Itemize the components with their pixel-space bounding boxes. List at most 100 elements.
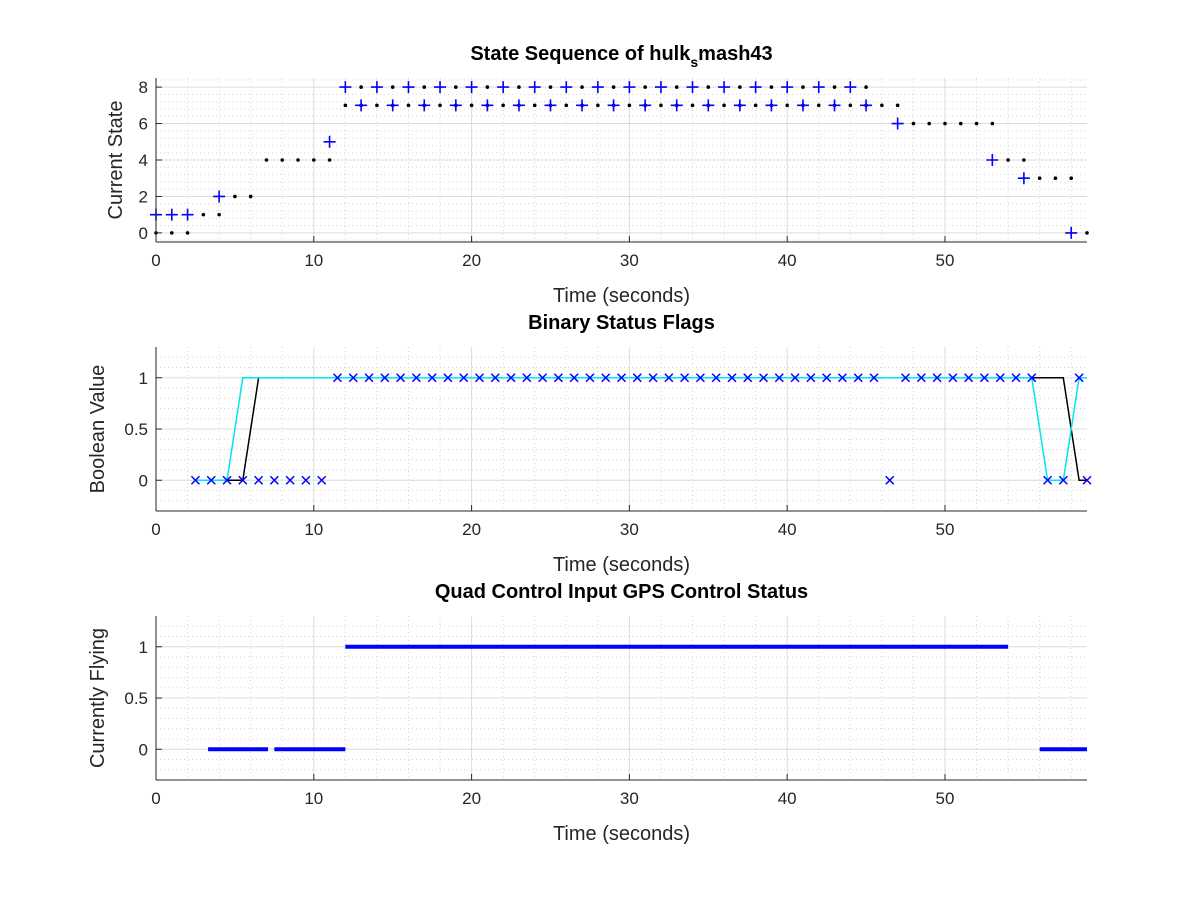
data-point-x <box>695 373 705 383</box>
data-point-x <box>474 373 485 383</box>
data-point-dot <box>627 103 632 108</box>
data-point-x <box>490 373 500 383</box>
data-point-x <box>901 373 911 383</box>
data-point-dot <box>280 158 285 162</box>
x-tick-label: 50 <box>936 251 955 270</box>
data-point-plus <box>718 81 731 94</box>
data-point-dot <box>611 85 616 89</box>
data-point-x <box>837 373 847 383</box>
data-point-dot <box>911 121 916 126</box>
data-point-x <box>364 373 374 383</box>
x-tick-label: 50 <box>936 789 955 808</box>
data-point-x <box>648 373 658 383</box>
data-point-dot <box>469 103 474 108</box>
data-point-plus <box>323 135 336 148</box>
data-point-x <box>1074 373 1084 383</box>
data-point-dot <box>958 121 963 126</box>
data-point-plus <box>591 81 604 94</box>
data-point-x <box>664 373 674 383</box>
data-point-plus <box>986 154 999 166</box>
y-tick-label: 0.5 <box>124 420 148 439</box>
y-axis-label: Boolean Value <box>87 365 109 494</box>
data-point-plus <box>339 81 352 94</box>
data-point-dot <box>233 194 237 199</box>
data-point-plus <box>828 99 841 112</box>
title-main: State Sequence of hulk <box>470 43 691 65</box>
data-point-dot <box>264 158 269 162</box>
data-point-x <box>869 373 879 383</box>
data-point-x <box>758 373 769 383</box>
x-tick-label: 20 <box>462 251 481 270</box>
data-point-plus <box>623 81 636 94</box>
data-point-plus <box>702 99 715 112</box>
data-point-plus <box>465 81 478 94</box>
data-point-plus <box>386 99 399 112</box>
data-point-dot <box>169 231 174 235</box>
data-point-x <box>459 373 469 383</box>
chart-title: Quad Control Input GPS Control Status <box>435 581 808 603</box>
data-point-x <box>222 475 232 485</box>
chart-1: 0 10 20 30 40 50 0 2 4 6 8 Time (seconds) Current St… <box>105 43 1089 307</box>
x-tick-label: 0 <box>151 520 160 539</box>
data-point-x <box>1011 373 1021 383</box>
data-point-x <box>585 373 595 383</box>
data-point-dot <box>690 103 695 108</box>
x-tick-label: 30 <box>620 520 639 539</box>
data-point-dot <box>848 103 853 108</box>
title-subscript: s <box>690 54 698 70</box>
series-group <box>150 81 1089 239</box>
x-axis-label: Time (seconds) <box>553 285 690 307</box>
x-tick-label: 30 <box>620 251 639 270</box>
data-point-plus <box>654 81 667 94</box>
data-point-dot <box>880 103 884 108</box>
data-point-plus <box>418 99 431 112</box>
data-point-dot <box>864 85 868 89</box>
data-point-dot <box>517 85 521 89</box>
data-point-plus <box>812 81 825 94</box>
y-tick-label: 2 <box>139 187 148 206</box>
data-point-x <box>522 373 532 383</box>
data-point-dot <box>990 121 995 126</box>
data-point-dot <box>801 85 805 89</box>
y-tick-label: 6 <box>139 115 148 134</box>
data-point-x <box>916 373 926 383</box>
data-point-plus <box>165 208 178 221</box>
chart-title: Binary Status Flags <box>528 312 715 334</box>
data-point-x <box>1058 475 1068 485</box>
data-point-x <box>680 373 690 383</box>
data-point-dot <box>580 85 584 89</box>
y-tick-label: 8 <box>139 78 148 97</box>
chart-title: State Sequence of hulksmash43 <box>470 43 772 70</box>
data-point-x <box>774 373 784 383</box>
data-point-x <box>301 475 311 485</box>
data-point-x <box>411 373 421 383</box>
x-tick-label: 0 <box>151 251 160 270</box>
data-point-plus <box>733 99 746 112</box>
data-point-dot <box>532 103 537 108</box>
data-point-dot <box>943 121 947 126</box>
data-point-dot <box>406 103 411 108</box>
data-point-plus <box>891 117 904 130</box>
data-point-dot <box>1085 231 1089 235</box>
data-point-dot <box>375 103 379 108</box>
data-point-plus <box>213 190 226 203</box>
data-point-plus <box>765 99 778 112</box>
data-point-dot <box>1069 176 1074 181</box>
series-group <box>190 373 1092 485</box>
y-tick-label: 0.5 <box>124 689 148 708</box>
data-point-x <box>443 373 453 383</box>
data-point-dot <box>769 85 774 89</box>
data-point-x <box>254 475 264 485</box>
data-point-dot <box>1022 158 1026 162</box>
data-point-dot <box>722 103 726 108</box>
x-tick-label: 50 <box>936 520 955 539</box>
data-point-x <box>569 373 579 383</box>
data-point-dot <box>564 103 569 108</box>
x-axis-label: Time (seconds) <box>553 554 690 576</box>
data-point-dot <box>343 103 348 108</box>
data-point-plus <box>1017 172 1030 185</box>
data-point-dot <box>643 85 647 89</box>
data-point-x <box>601 373 611 383</box>
data-point-dot <box>422 85 427 89</box>
